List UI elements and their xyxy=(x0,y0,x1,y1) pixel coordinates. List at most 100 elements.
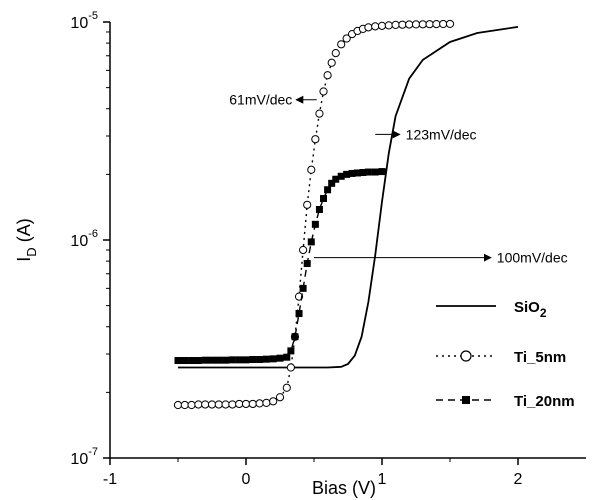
data-point xyxy=(328,179,336,187)
data-point xyxy=(241,399,251,409)
data-point xyxy=(337,40,346,49)
data-point xyxy=(332,175,340,183)
data-point xyxy=(215,356,223,364)
data-point xyxy=(378,168,386,176)
x-tick-label: 0 xyxy=(242,471,251,488)
data-point xyxy=(418,20,427,29)
data-point xyxy=(269,397,278,406)
data-point xyxy=(307,165,316,174)
data-point xyxy=(323,71,332,80)
data-point xyxy=(315,206,323,214)
data-point xyxy=(180,400,189,410)
data-point xyxy=(208,356,216,364)
data-point xyxy=(174,357,182,365)
data-point xyxy=(201,356,209,364)
data-point xyxy=(295,310,303,318)
data-point xyxy=(194,357,202,365)
data-point xyxy=(311,220,319,228)
data-point xyxy=(307,238,315,246)
data-point xyxy=(269,355,277,363)
data-point xyxy=(299,245,308,255)
data-point xyxy=(173,400,183,410)
series-line-ti-20nm xyxy=(178,170,383,362)
data-point xyxy=(222,356,230,364)
y-axis-label-main: I xyxy=(14,257,34,262)
data-point xyxy=(248,399,257,409)
data-point xyxy=(445,19,455,29)
legend-label-name: SiO xyxy=(514,299,540,316)
plot-area: -1 0 1 210-710-610-561mV/dec123mV/dec100mV/… xyxy=(70,10,586,488)
legend-marker xyxy=(460,350,472,362)
data-point xyxy=(411,20,421,29)
y-tick-base: 10 xyxy=(70,451,88,468)
data-point xyxy=(371,22,380,31)
data-point xyxy=(359,169,367,177)
data-point xyxy=(331,49,340,58)
data-point xyxy=(311,135,320,144)
data-point xyxy=(364,168,372,176)
y-tick-exponent: -7 xyxy=(88,446,98,458)
data-point xyxy=(303,260,311,268)
data-point xyxy=(242,356,250,364)
legend-label: Ti_5nm xyxy=(514,349,566,366)
data-point xyxy=(262,355,270,363)
data-point xyxy=(425,20,434,29)
data-point xyxy=(371,168,379,176)
data-point xyxy=(221,400,230,409)
y-tick-base: 10 xyxy=(70,15,88,32)
data-point xyxy=(228,356,236,364)
data-point xyxy=(282,383,291,392)
data-point xyxy=(327,58,336,67)
data-point xyxy=(439,19,448,29)
x-tick-label: 1 xyxy=(378,471,387,488)
legend-label-subscript: 2 xyxy=(540,306,547,320)
legend-marker xyxy=(462,396,470,404)
data-point xyxy=(214,400,223,409)
data-point xyxy=(348,169,356,177)
data-point xyxy=(228,400,237,409)
data-point xyxy=(201,400,210,409)
legend-label-name: Ti_5nm xyxy=(514,349,566,366)
y-axis-label-sub: D xyxy=(24,247,39,256)
data-point xyxy=(207,400,217,409)
y-tick-exponent: -5 xyxy=(88,10,98,22)
data-point xyxy=(235,399,244,409)
y-tick-base: 10 xyxy=(70,233,88,250)
data-point xyxy=(255,399,264,408)
data-point xyxy=(194,400,203,409)
x-tick-label: -1 xyxy=(103,471,117,488)
data-point xyxy=(320,195,328,203)
data-point xyxy=(384,21,393,30)
data-point xyxy=(291,333,299,341)
data-point xyxy=(299,284,307,292)
data-point xyxy=(324,186,332,194)
data-point xyxy=(275,393,285,402)
legend: SiO2 Ti_5nm Ti_20nm xyxy=(436,299,575,410)
data-point xyxy=(405,20,414,29)
data-point xyxy=(181,357,189,365)
y-tick-label: 10-7 xyxy=(70,446,98,468)
legend-label: SiO2 xyxy=(514,299,547,320)
data-point xyxy=(283,353,291,361)
svg-text:ID (A): ID (A) xyxy=(14,218,39,261)
data-point xyxy=(287,347,295,355)
data-point xyxy=(391,20,400,29)
data-point xyxy=(235,356,243,364)
annotation-label: 123mV/dec xyxy=(406,126,477,142)
x-tick-label: 2 xyxy=(514,471,523,488)
data-point xyxy=(398,20,407,29)
series-line-sio xyxy=(178,26,519,369)
data-point xyxy=(377,21,387,30)
data-point xyxy=(319,87,328,96)
y-axis-label: ID (A) xyxy=(14,218,39,261)
y-tick-exponent: -6 xyxy=(88,228,98,240)
data-point xyxy=(262,398,271,407)
y-tick-label: 10-6 xyxy=(70,228,98,250)
data-point xyxy=(276,354,284,362)
data-point xyxy=(188,357,196,365)
y-tick-label: 10-5 xyxy=(70,10,98,32)
y-axis-label-rest: (A) xyxy=(14,218,34,247)
data-point xyxy=(187,400,196,410)
x-axis-label: Bias (V) xyxy=(312,478,376,498)
